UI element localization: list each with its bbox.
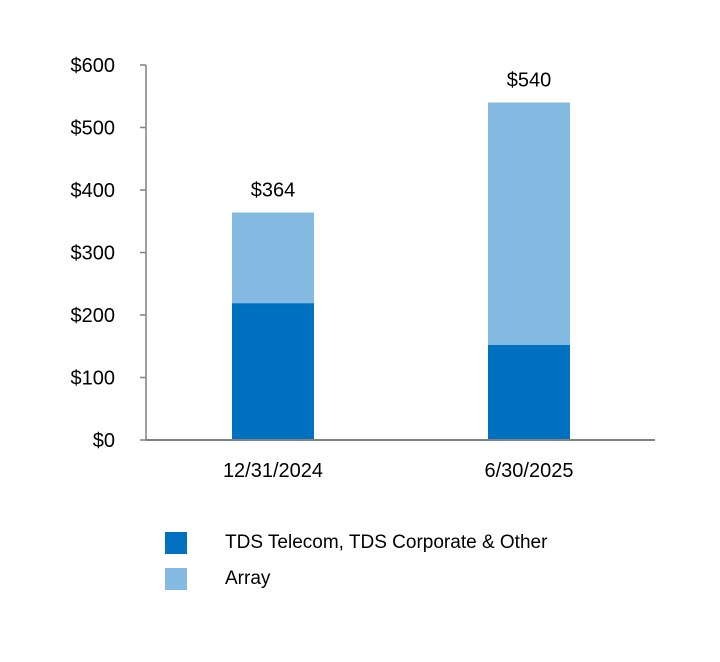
bar-segment-array — [232, 212, 314, 304]
x-axis: 12/31/2024 6/30/2025 — [146, 439, 655, 482]
legend-label-telecom: TDS Telecom, TDS Corporate & Other — [225, 532, 548, 553]
legend-item-telecom: TDS Telecom, TDS Corporate & Other — [165, 525, 547, 561]
y-tick-label: $0 — [93, 430, 115, 452]
bar-segment-telecom — [232, 303, 314, 440]
x-category-label: 12/31/2024 — [223, 460, 323, 482]
y-tick-label: $300 — [71, 243, 116, 265]
bar-segment-array — [488, 102, 570, 345]
x-category-label: 6/30/2025 — [485, 460, 574, 482]
bar-group — [232, 102, 570, 440]
bar-total-label: $540 — [507, 70, 552, 92]
legend-swatch-telecom — [165, 532, 187, 554]
y-tick-label: $500 — [71, 118, 116, 140]
stacked-bar-chart: $0 $100 $200 $300 $400 $500 $600 $364 $540 12/3… — [71, 55, 655, 482]
legend-label-array: Array — [225, 568, 271, 589]
total-labels: $364 $540 — [251, 70, 552, 202]
bar-segment-telecom — [488, 345, 570, 440]
legend: TDS Telecom, TDS Corporate & Other Array — [165, 525, 547, 597]
y-tick-label: $100 — [71, 368, 116, 390]
legend-item-array: Array — [165, 561, 547, 597]
legend-swatch-array — [165, 568, 187, 590]
y-axis: $0 $100 $200 $300 $400 $500 $600 — [71, 55, 147, 452]
y-tick-label: $600 — [71, 55, 116, 77]
y-tick-label: $400 — [71, 180, 116, 202]
y-tick-label: $200 — [71, 305, 116, 327]
bar-total-label: $364 — [251, 180, 296, 202]
